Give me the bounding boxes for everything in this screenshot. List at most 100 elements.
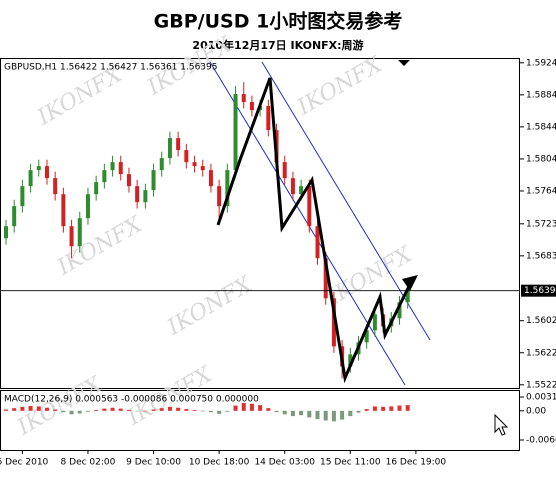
macd-bar — [118, 408, 123, 411]
candle-body — [348, 354, 353, 367]
candle-body — [69, 226, 74, 247]
candle-body — [290, 178, 295, 195]
macd-bar — [331, 410, 336, 422]
watermark: IKONFX — [293, 52, 388, 121]
macd-bar — [307, 410, 312, 418]
macd-bar — [36, 406, 41, 411]
marker — [398, 60, 410, 66]
macd-bar — [405, 405, 410, 411]
candle-body — [20, 186, 25, 207]
candle-body — [331, 298, 336, 347]
candle-body — [167, 138, 172, 159]
macd-bar — [69, 410, 74, 415]
macd-bar — [200, 410, 205, 412]
macd-bar — [348, 410, 353, 417]
macd-bar — [184, 409, 189, 411]
candle-body — [36, 166, 41, 171]
price-frame — [0, 58, 520, 389]
macd-bar — [12, 408, 17, 411]
macd-bar — [176, 407, 181, 411]
macd-bar — [126, 409, 131, 411]
macd-bar — [159, 408, 164, 411]
macd-bar — [315, 410, 320, 420]
current-price-label: 1.56395 — [524, 286, 556, 296]
macd-bar — [397, 405, 402, 411]
candle-body — [397, 302, 402, 319]
macd-bar — [61, 410, 66, 413]
candle-body — [151, 170, 156, 191]
x-tick-label: 14 Dec 03:00 — [254, 458, 315, 468]
candle-body — [126, 174, 131, 187]
macd-bar — [85, 410, 90, 412]
macd-bar — [381, 406, 386, 411]
macd-bar — [249, 403, 254, 411]
candle-body — [85, 194, 90, 219]
macd-bar — [3, 409, 8, 411]
x-tick-label: 15 Dec 11:00 — [320, 458, 381, 468]
macd-bar — [53, 409, 58, 411]
candle-body — [405, 290, 410, 303]
cursor — [494, 413, 509, 436]
macd-bar — [340, 410, 345, 420]
candle-body — [53, 178, 58, 195]
candle-body — [44, 166, 49, 179]
macd-bar — [372, 406, 377, 411]
macd-bar — [77, 410, 82, 414]
candle-body — [77, 218, 82, 247]
chart-subtitle: 2010年12月17日 IKONFX:周游 — [192, 38, 363, 52]
macd-bar — [20, 406, 25, 411]
y2-tick-label: -0.00664 — [526, 435, 556, 445]
macd-frame — [0, 390, 520, 451]
candle-body — [61, 194, 66, 227]
candle-body — [225, 170, 230, 207]
y2-tick-label: 0.003147 — [526, 392, 556, 402]
candle-body — [233, 94, 238, 171]
x-tick-label: 9 Dec 10:00 — [126, 458, 181, 468]
candle-body — [217, 186, 222, 207]
x-tick-label: 6 Dec 2010 — [0, 458, 49, 468]
x-tick-label: 16 Dec 19:00 — [386, 458, 447, 468]
candle-body — [249, 102, 254, 111]
candle-body — [176, 138, 181, 151]
channel-line — [261, 61, 431, 341]
macd-bar — [233, 405, 238, 411]
candle-body — [143, 190, 148, 203]
candle-body — [299, 186, 304, 195]
candle-body — [118, 162, 123, 175]
macd-label: MACD(12,26,9) 0.000563 -0.000086 0.00075… — [4, 395, 259, 405]
arrow-head — [402, 275, 418, 291]
candle-body — [266, 106, 271, 131]
macd-bar — [217, 410, 222, 414]
y-tick-label: 1.57230 — [526, 219, 556, 229]
macd-bar — [356, 410, 361, 413]
candles — [3, 82, 410, 379]
candle-body — [208, 170, 213, 187]
macd-bar — [299, 410, 304, 416]
y-tick-label: 1.56020 — [526, 316, 556, 326]
macd-bar — [44, 407, 49, 411]
macd-bar — [135, 410, 140, 412]
watermark: IKONFX — [163, 272, 258, 341]
macd-bar — [143, 410, 148, 412]
x-tick-label: 10 Dec 18:00 — [189, 458, 250, 468]
y-tick-label: 1.59240 — [526, 58, 556, 68]
candle-body — [3, 226, 8, 239]
macd-bar — [94, 409, 99, 411]
macd-bar — [290, 410, 295, 417]
candle-body — [282, 162, 287, 179]
candle-body — [159, 158, 164, 171]
macd-bar — [258, 405, 263, 411]
macd-bar — [241, 402, 246, 411]
candle-body — [110, 162, 115, 171]
candle-body — [315, 226, 320, 259]
macd-bar — [167, 406, 172, 411]
candle-body — [241, 94, 246, 103]
symbol-info: GBPUSD,H1 1.56422 1.56427 1.56361 1.5639… — [4, 63, 217, 73]
candle-body — [364, 330, 369, 343]
candle-body — [12, 206, 17, 227]
current-price-box — [521, 284, 556, 297]
y-tick-label: 1.58840 — [526, 90, 556, 100]
candle-body — [94, 182, 99, 195]
